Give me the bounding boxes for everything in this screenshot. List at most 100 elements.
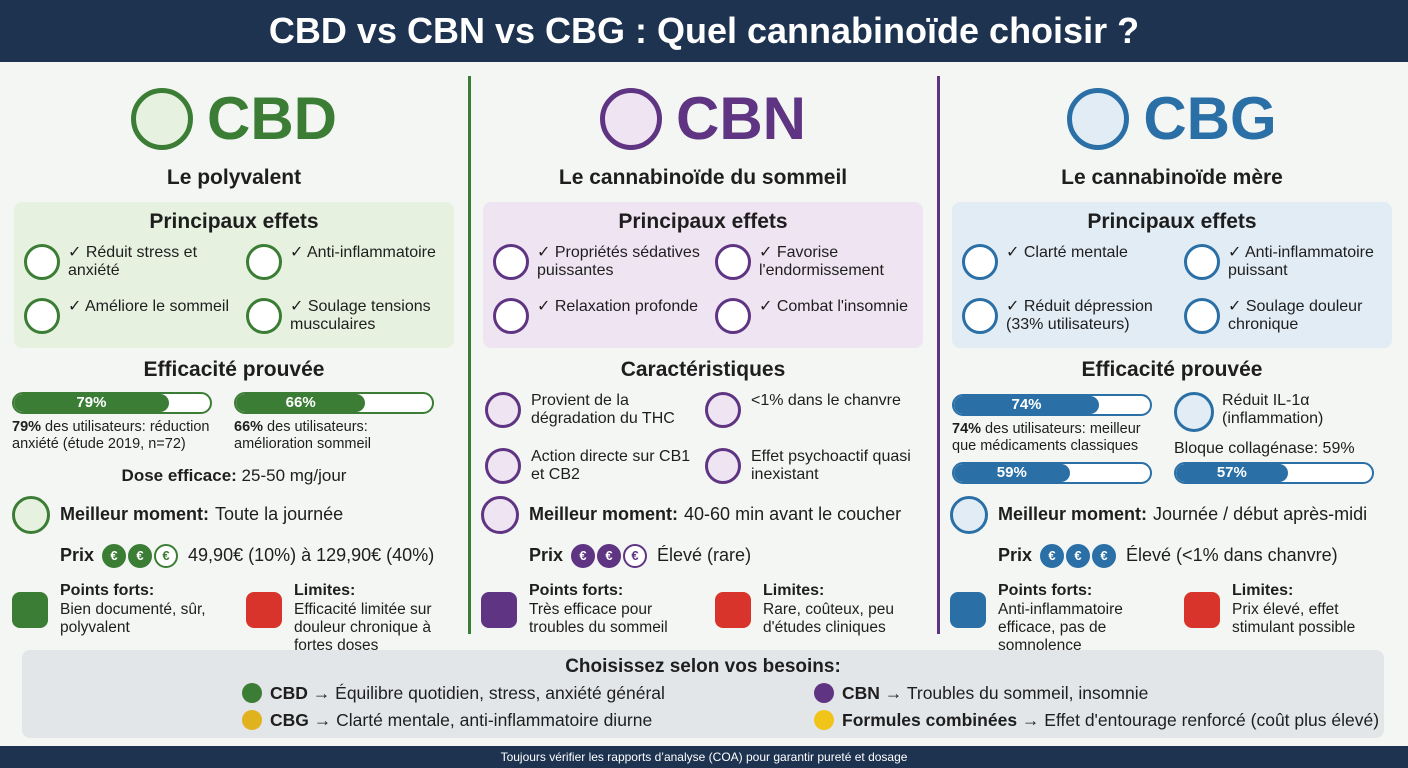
characteristic: Provient de la dégradation du THC xyxy=(531,392,675,427)
guide-name: Formules combinées xyxy=(842,710,1018,730)
title-row: CBG xyxy=(938,84,1406,154)
guide-item: CBG → Clarté mentale, anti-inflammatoire… xyxy=(270,709,830,731)
icon xyxy=(950,496,988,534)
strengths-label: Points forts: xyxy=(60,582,155,599)
effects-box: Principaux effets ✓ Clarté mentale ✓ Anti-… xyxy=(952,202,1392,348)
progress-fill: 57% xyxy=(1176,464,1288,482)
guide-text: → Clarté mentale, anti-inflammatoire diu… xyxy=(308,710,653,730)
column: CBG Le cannabinoïde mère Principaux effets… xyxy=(938,62,1406,654)
price-coin: € xyxy=(154,544,179,569)
separator xyxy=(937,76,940,634)
progress-bar: 59% xyxy=(952,462,1152,484)
moment-label: Meilleur moment: xyxy=(998,504,1148,524)
progress-fill: 66% xyxy=(236,394,366,412)
icon xyxy=(1174,392,1214,432)
thumb-up xyxy=(12,592,48,628)
price-text: 49,90€ (10%) à 129,90€ (40%) xyxy=(188,545,435,565)
guide-item: CBN → Troubles du sommeil, insomnie xyxy=(842,682,1402,704)
guide-item: Formules combinées → Effet d'entourage r… xyxy=(842,709,1402,731)
icon xyxy=(962,244,998,280)
moment-label: Meilleur moment: xyxy=(60,504,210,524)
limits-text: Efficacité limitée sur douleur chronique… xyxy=(294,601,432,654)
guide-title: Choisissez selon vos besoins: xyxy=(565,656,841,677)
price-coin: € xyxy=(597,544,622,569)
effects-box: Principaux effets ✓ Réduit stress et anxi… xyxy=(14,202,454,348)
moment-text: Journée / début après-midi xyxy=(1153,504,1368,524)
icon xyxy=(24,244,60,280)
price-coin: € xyxy=(623,544,648,569)
caption-strong: 74% xyxy=(952,421,982,437)
price-label: Prix xyxy=(529,545,564,565)
strengths-text: Bien documenté, sûr, polyvalent xyxy=(60,601,206,636)
icon xyxy=(485,392,521,428)
title-row: CBN xyxy=(469,84,937,154)
section-title: Efficacité prouvée xyxy=(143,358,325,381)
guide-icon xyxy=(814,683,834,703)
price-coin: € xyxy=(102,544,127,569)
title-row: CBD xyxy=(0,84,468,154)
dose-label: Dose efficace: xyxy=(121,466,237,485)
subtitle: Le cannabinoïde mère xyxy=(1061,166,1283,189)
price-label: Prix xyxy=(60,545,95,565)
limits-label: Limites: xyxy=(763,582,825,599)
icon xyxy=(705,392,741,428)
effect: ✓ Combat l'insomnie xyxy=(759,298,908,315)
caption: des utilisateurs: amélioration sommeil xyxy=(234,419,371,452)
characteristic: <1% dans le chanvre xyxy=(751,392,901,409)
subtitle: Le polyvalent xyxy=(166,166,302,189)
effects-box: Principaux effets ✓ Propriétés sédatives … xyxy=(483,202,923,348)
caption: des utilisateurs: meilleur que médicamen… xyxy=(952,421,1141,454)
icon xyxy=(1184,298,1220,334)
price-coin: € xyxy=(571,544,596,569)
effect: ✓ Anti-inflammatoire xyxy=(290,244,436,261)
column: CBN Le cannabinoïde du sommeil Principaux … xyxy=(469,62,937,646)
guide-name: CBD xyxy=(270,683,308,703)
icon xyxy=(705,448,741,484)
icon xyxy=(481,496,519,534)
dose: Dose efficace: 25-50 mg/jour xyxy=(0,466,468,486)
limits-text: Rare, coûteux, peu d'études cliniques xyxy=(763,601,894,636)
characteristic: Action directe sur CB1 et CB2 xyxy=(531,448,691,483)
dose-text: 25-50 mg/jour xyxy=(236,466,347,485)
thumb-up xyxy=(950,592,986,628)
cannabinoid-icon xyxy=(1067,88,1130,150)
icon xyxy=(24,298,60,334)
moment: Meilleur moment: 40-60 min avant le couch… xyxy=(529,504,929,525)
icon xyxy=(485,448,521,484)
guide-icon xyxy=(242,710,262,730)
moment-text: Toute la journée xyxy=(215,504,344,524)
column: CBD Le polyvalent Principaux effets ✓ Rédui… xyxy=(0,62,468,654)
strengths-text: Très efficace pour troubles du sommeil xyxy=(529,601,668,636)
effect: ✓ Propriétés sédatives puissantes xyxy=(537,244,700,279)
footer-note: Toujours vérifier les rapports d’analyse… xyxy=(0,746,1408,768)
bar-caption: 79% des utilisateurs: réduction anxiété … xyxy=(12,419,226,453)
price-coin: € xyxy=(1092,544,1117,569)
section-title: Principaux effets xyxy=(149,210,319,233)
section-title: Caractéristiques xyxy=(620,358,786,381)
strengths-text: Anti-inflammatoire efficace, pas de somn… xyxy=(998,601,1123,654)
moment-text: 40-60 min avant le coucher xyxy=(684,504,902,524)
cannabinoid-icon xyxy=(600,88,662,150)
effect: ✓ Réduit dépression (33% utilisateurs) xyxy=(1006,298,1153,333)
bar-caption: 74% des utilisateurs: meilleur que médic… xyxy=(952,421,1166,455)
guide-name: CBN xyxy=(842,683,880,703)
guide-text: → Équilibre quotidien, stress, anxiété g… xyxy=(307,683,665,703)
thumb-down xyxy=(246,592,282,628)
effect: ✓ Soulage douleur chronique xyxy=(1228,298,1363,333)
page-title: CBD vs CBN vs CBG : Quel cannabinoïde ch… xyxy=(0,0,1408,62)
effect: ✓ Relaxation profonde xyxy=(537,298,699,315)
price: Prix € € € Élevé (rare) xyxy=(529,543,929,569)
guide-icon xyxy=(814,710,834,730)
guide-name: CBG xyxy=(270,710,309,730)
progress-fill: 74% xyxy=(954,396,1100,414)
icon xyxy=(1184,244,1220,280)
guide-box: Choisissez selon vos besoins: CBD → Équil… xyxy=(22,650,1384,738)
section-title: Efficacité prouvée xyxy=(1081,358,1263,381)
guide-item: CBD → Équilibre quotidien, stress, anxié… xyxy=(270,682,830,704)
progress-bar: 74% xyxy=(952,394,1152,416)
price-coin: € xyxy=(1040,544,1065,569)
moment: Meilleur moment: Toute la journée xyxy=(60,504,460,525)
strengths-label: Points forts: xyxy=(998,582,1093,599)
price-text: Élevé (<1% dans chanvre) xyxy=(1126,545,1338,565)
